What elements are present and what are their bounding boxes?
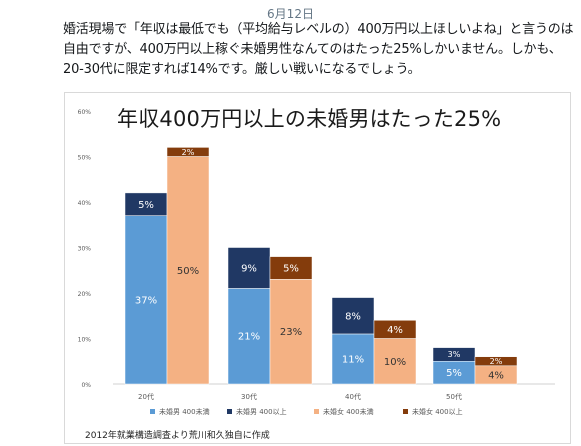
y-tick-label: 40% — [78, 200, 92, 207]
legend-label: 未婚男 400以上 — [236, 407, 287, 416]
bar-segment — [432, 347, 476, 362]
data-label: 8% — [345, 311, 361, 322]
y-tick-label: 30% — [78, 246, 92, 253]
legend-label: 未婚男 400未満 — [159, 407, 210, 416]
y-tick-label: 0% — [81, 382, 91, 389]
legend-label: 未婚女 400未満 — [323, 407, 374, 416]
data-label: 2% — [182, 148, 195, 157]
x-tick-label: 20代 — [138, 392, 154, 401]
legend-swatch — [403, 409, 408, 414]
bar-segment — [269, 279, 313, 385]
legend-swatch — [314, 409, 319, 414]
bar-segment — [474, 356, 518, 367]
bar-segment — [124, 215, 168, 385]
x-tick-label: 40代 — [345, 392, 361, 401]
legend-swatch — [227, 409, 232, 414]
y-tick-label: 10% — [78, 337, 92, 344]
chart-frame: 年収400万円以上の未婚男はたった25% 0% 10% 20% 30% 40% 50% 60… — [64, 92, 571, 444]
x-axis-labels: 20代 30代 40代 50代 — [138, 392, 462, 401]
data-label: 9% — [241, 263, 257, 274]
bars: 37% 5% 50% 2% 21% 9% 23% 5% 11% 8% 10% 4% 5% 3% 4% 2% — [124, 147, 518, 385]
data-label: 50% — [177, 266, 199, 277]
y-tick-label: 60% — [78, 109, 92, 116]
chart-title: 年収400万円以上の未婚男はたった25% — [117, 107, 502, 131]
legend-label: 未婚女 400以上 — [412, 407, 463, 416]
bar-segment — [331, 297, 375, 335]
data-label: 4% — [387, 325, 403, 336]
data-label: 11% — [342, 354, 364, 365]
data-label: 4% — [488, 370, 504, 381]
data-label: 3% — [448, 350, 461, 359]
data-label: 2% — [490, 357, 503, 366]
y-tick-label: 20% — [78, 291, 92, 298]
bar-segment — [373, 320, 417, 339]
data-label: 5% — [446, 368, 462, 379]
data-label: 23% — [280, 327, 302, 338]
data-label: 5% — [283, 263, 299, 274]
tweet-date: 6月12日 — [267, 7, 314, 21]
legend-swatch — [150, 409, 155, 414]
bar-segment — [373, 338, 417, 385]
y-axis-ticks: 0% 10% 20% 30% 40% 50% 60% — [78, 109, 92, 389]
bar-segment — [166, 156, 210, 385]
data-label: 10% — [384, 357, 406, 368]
bar-segment — [166, 147, 210, 157]
source-note: 2012年就業構造調査より荒川和久独自に作成 — [85, 431, 270, 441]
x-tick-label: 50代 — [446, 392, 462, 401]
bar-segment — [227, 247, 271, 289]
y-tick-label: 50% — [78, 155, 92, 162]
data-label: 21% — [238, 332, 260, 343]
data-label: 37% — [135, 295, 157, 306]
chart-svg: 0% 10% 20% 30% 40% 50% 60% 37% 5% 50% 2% 21% 9% 23% 5… — [78, 109, 555, 416]
x-tick-label: 30代 — [241, 392, 257, 401]
data-label: 5% — [138, 200, 154, 211]
bar-segment — [269, 256, 313, 280]
tweet-text: 婚活現場で「年収は最低でも（平均給与レベルの）400万円以上ほしいよね」と言うの… — [63, 22, 574, 77]
legend: 未婚男 400未満 未婚男 400以上 未婚女 400未満 未婚女 400以上 — [150, 407, 463, 416]
